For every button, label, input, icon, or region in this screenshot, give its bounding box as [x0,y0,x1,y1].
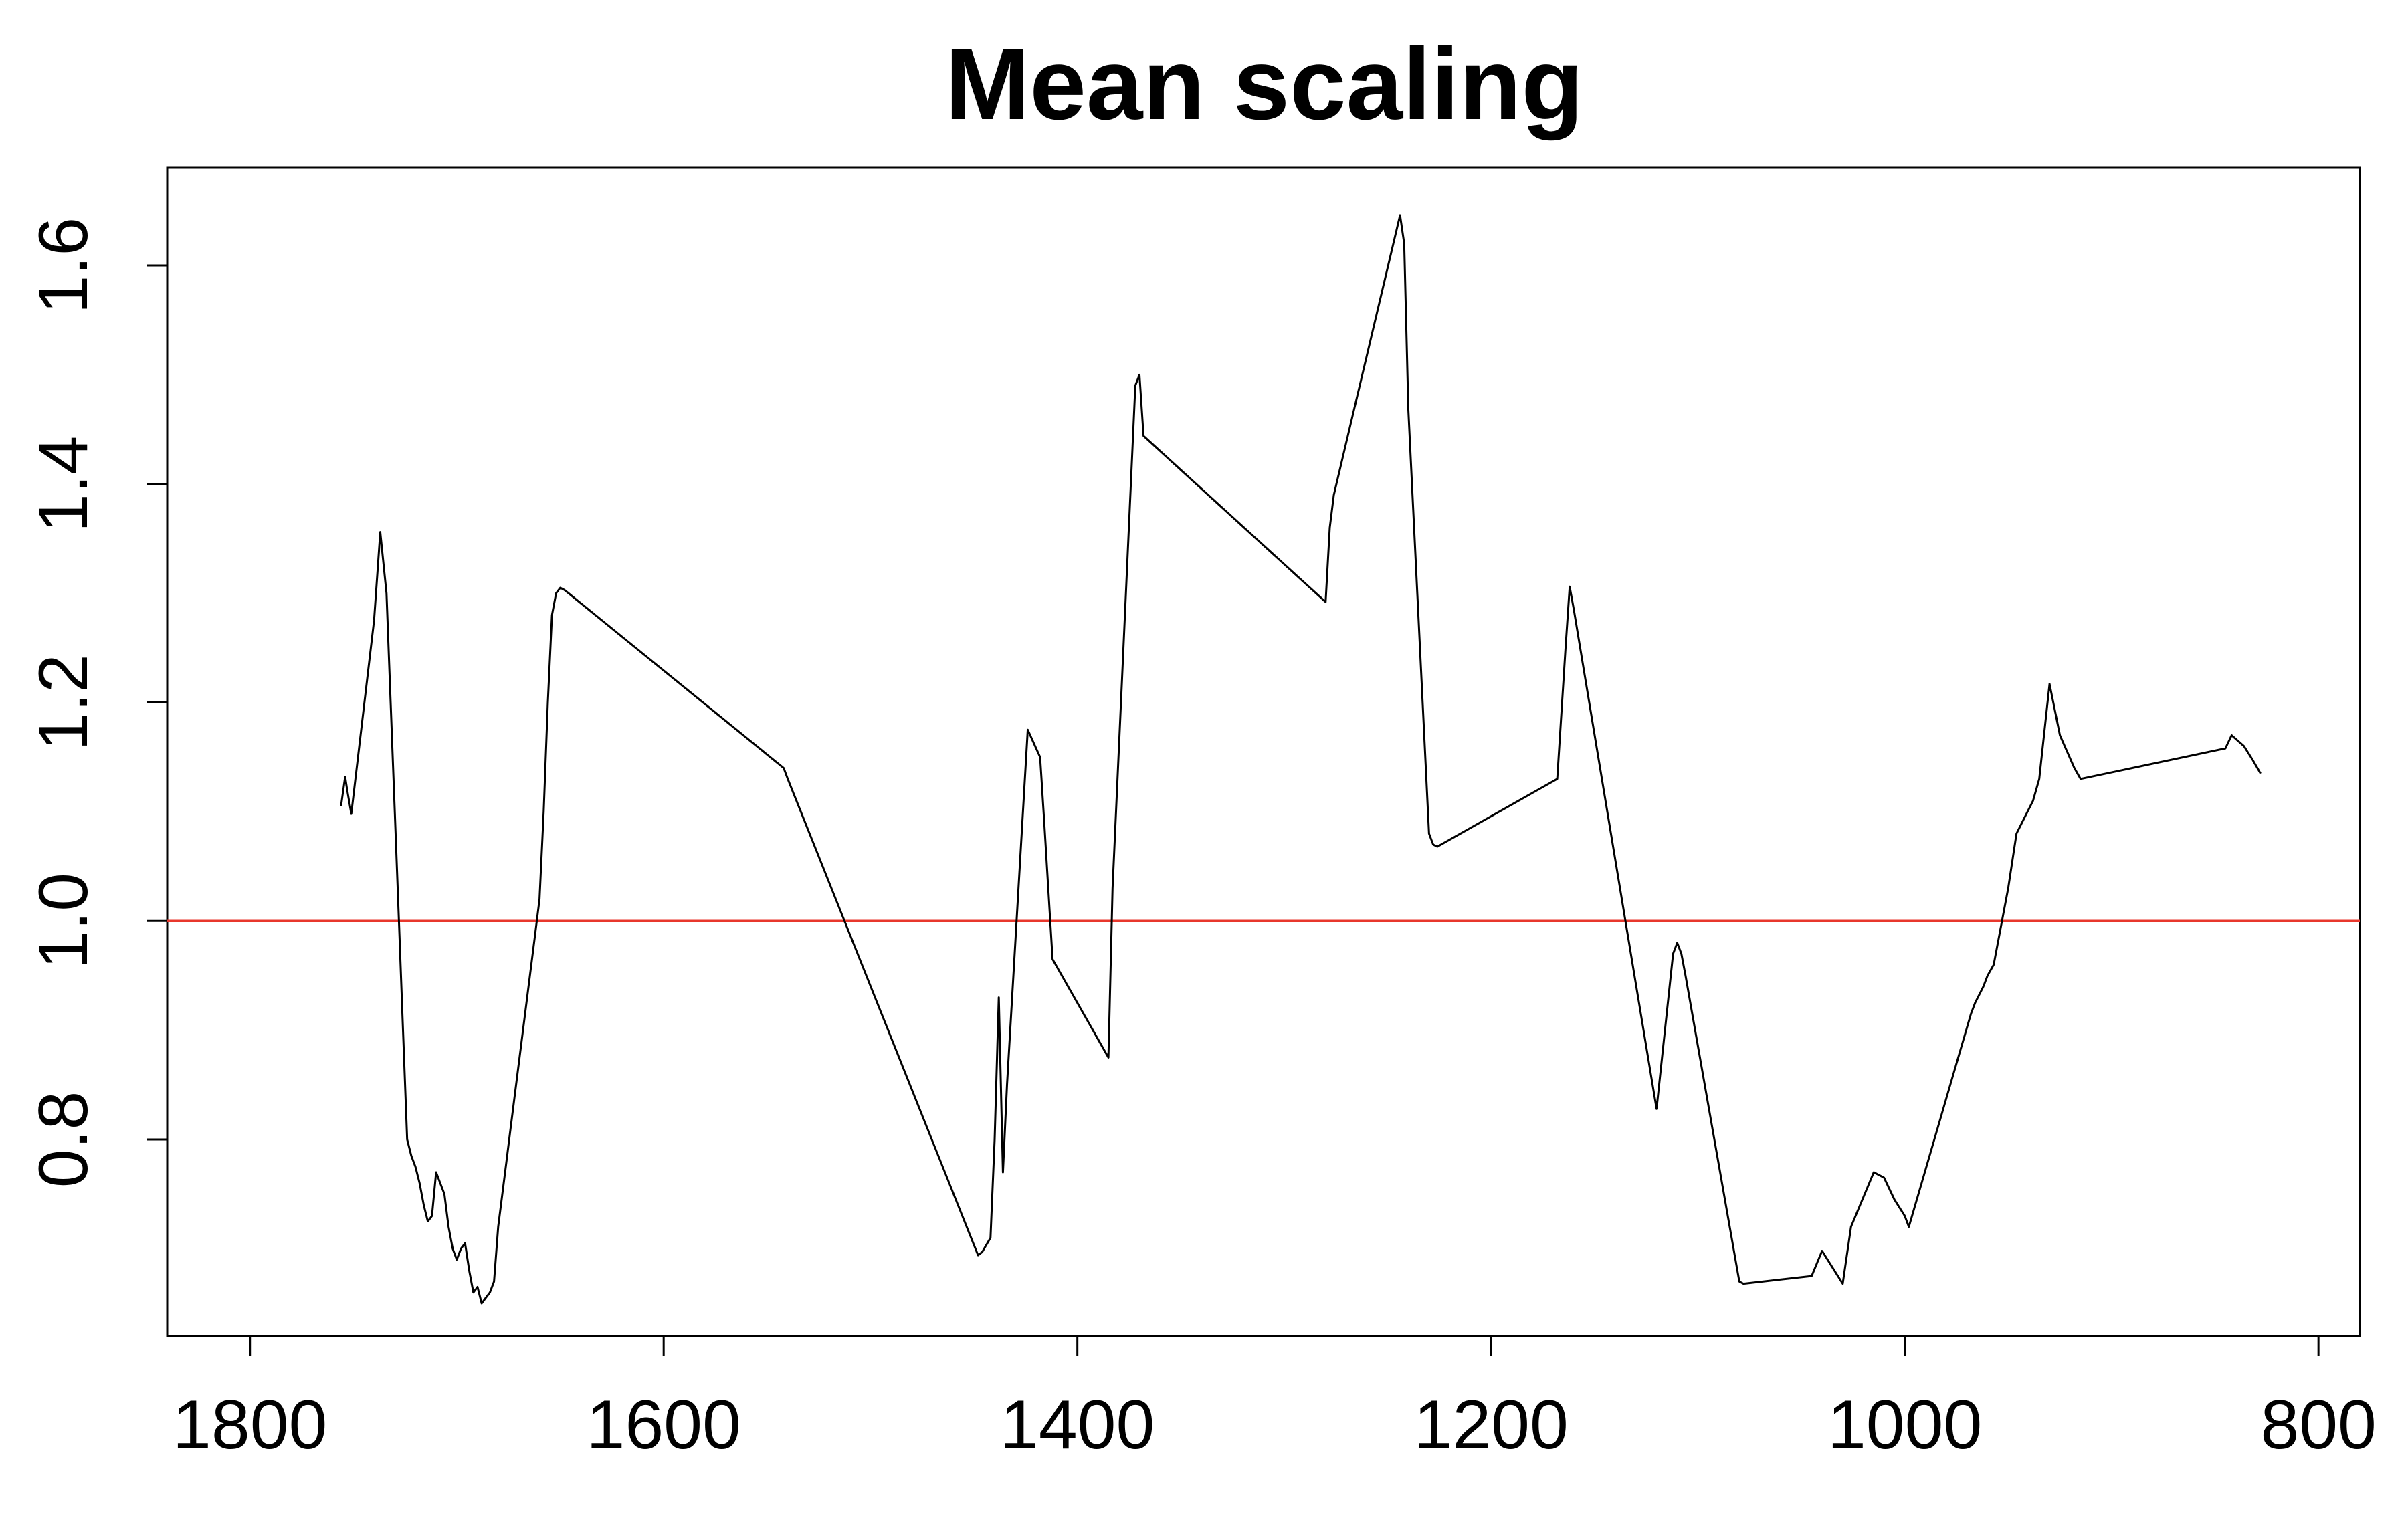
plot-area-frame [166,166,2361,1337]
series-line [340,214,2262,1305]
x-tick-label: 1800 [173,1386,327,1464]
series-group [340,214,2262,1305]
y-tick-label: 0.8 [25,1091,102,1188]
x-tick-label: 1200 [1413,1386,1568,1464]
x-tick-label: 1000 [1827,1386,1982,1464]
x-tick-label: 800 [2260,1386,2377,1464]
x-tick-label: 1600 [587,1386,741,1464]
y-tick-label: 1.0 [25,873,102,970]
y-tick-label: 1.4 [25,435,102,532]
chart-title: Mean scaling [945,27,1584,141]
x-axis: 1800 1600 1400 1200 1000 800 [173,1335,2377,1464]
y-tick-label: 1.6 [25,217,102,314]
y-axis: 0.8 1.0 1.2 1.4 1.6 [25,217,169,1188]
y-tick-label: 1.2 [25,654,102,751]
x-tick-label: 1400 [1000,1386,1155,1464]
